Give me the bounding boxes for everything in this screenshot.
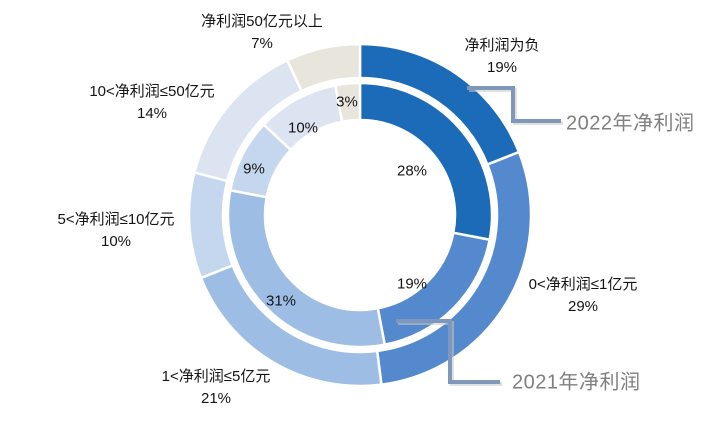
- category-pct: 7%: [251, 35, 273, 52]
- category-pct: 21%: [200, 390, 232, 407]
- category-label-0-to-1: 0<净利润≤1亿元 29%: [529, 274, 638, 318]
- inner-pct-0-to-1: 19%: [396, 275, 428, 293]
- series-label-2022: 2022年净利润: [566, 112, 695, 135]
- inner-pct-1-to-5: 31%: [265, 292, 297, 310]
- category-label-5-to-10: 5<净利润≤10亿元 10%: [57, 209, 174, 253]
- category-pct: 10%: [100, 233, 132, 250]
- category-name: 0<净利润≤1亿元: [528, 276, 638, 293]
- category-name: 净利润为负: [464, 37, 540, 54]
- inner-pct-over-50: 3%: [336, 93, 358, 111]
- donut-slice-inner-5: [334, 81, 362, 123]
- category-label-1-to-5: 1<净利润≤5亿元 21%: [162, 366, 271, 410]
- callout-line-2022: [467, 86, 561, 123]
- inner-pct-5-to-10: 9%: [243, 160, 265, 178]
- donut-slice-outer-3: [187, 171, 234, 280]
- category-pct: 14%: [136, 105, 168, 122]
- category-name: 1<净利润≤5亿元: [161, 368, 271, 385]
- inner-pct-negative-profit: 28%: [396, 162, 428, 180]
- category-pct: 19%: [486, 59, 518, 76]
- category-name: 净利润50亿元以上: [201, 13, 323, 30]
- category-label-over-50: 净利润50亿元以上 7%: [201, 11, 323, 55]
- category-name: 5<净利润≤10亿元: [57, 211, 175, 228]
- series-label-2021: 2021年净利润: [512, 371, 641, 394]
- category-label-negative-profit: 净利润为负 19%: [464, 35, 539, 79]
- inner-pct-10-to-50: 10%: [287, 119, 319, 137]
- callout-line-2021: [396, 319, 500, 384]
- category-name: 10<净利润≤50亿元: [89, 83, 215, 100]
- category-label-10-to-50: 10<净利润≤50亿元 14%: [89, 81, 214, 125]
- category-pct: 29%: [567, 298, 599, 315]
- donut-slice-outer-5: [285, 42, 362, 93]
